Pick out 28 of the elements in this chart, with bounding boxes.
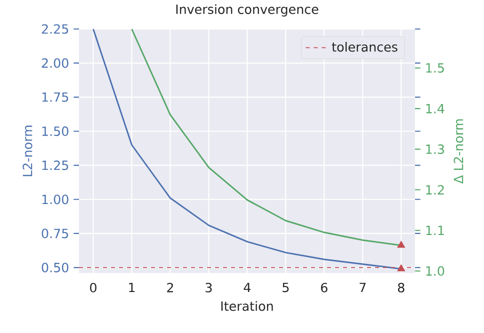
y-tick-label: 1.25 bbox=[42, 160, 68, 170]
legend-label: tolerances bbox=[332, 42, 398, 52]
chart-title: Inversion convergence bbox=[176, 4, 318, 17]
y-tick-label: 1.75 bbox=[42, 92, 68, 102]
y2-tick-label: 1.3 bbox=[426, 144, 444, 154]
y-tick-label: 1.50 bbox=[42, 126, 68, 136]
x-tick-label: 5 bbox=[282, 282, 289, 292]
y2-tick-label: 1.0 bbox=[426, 266, 444, 276]
y-tick-label: 2.00 bbox=[42, 58, 68, 68]
y2-tick-label: 1.4 bbox=[426, 104, 444, 114]
x-tick-label: 4 bbox=[244, 282, 251, 292]
y-tick-label: 0.50 bbox=[42, 262, 68, 272]
y2-tick-label: 1.5 bbox=[426, 63, 444, 73]
x-tick-label: 0 bbox=[90, 282, 96, 292]
x-tick-label: 6 bbox=[321, 282, 328, 292]
x-tick-label: 1 bbox=[129, 282, 135, 292]
y-tick-label: 0.75 bbox=[42, 228, 68, 238]
x-tick-label: 8 bbox=[398, 282, 404, 292]
y-tick-label: 1.00 bbox=[42, 194, 68, 204]
y2-tick-label: 1.2 bbox=[426, 185, 444, 194]
x-tick-label: 2 bbox=[167, 282, 173, 292]
x-axis-title: Iteration bbox=[221, 301, 273, 311]
x-tick-label: 3 bbox=[206, 282, 212, 292]
y-tick-label: 2.25 bbox=[42, 24, 68, 34]
x-tick-label: 7 bbox=[360, 282, 366, 292]
y-axis-title: L2-norm bbox=[22, 126, 32, 176]
y2-tick-label: 1.1 bbox=[426, 226, 444, 235]
y2-axis-title: Δ L2-norm bbox=[454, 119, 464, 184]
